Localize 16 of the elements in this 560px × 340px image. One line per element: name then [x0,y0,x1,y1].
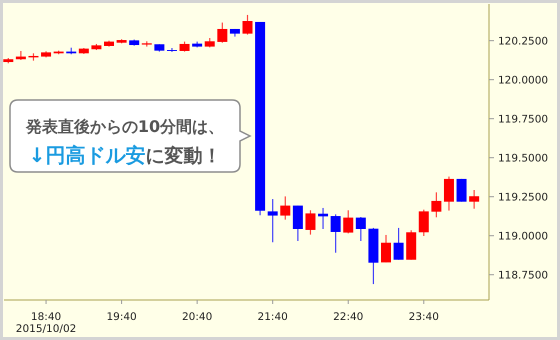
y-tick-label: 119.0000 [498,230,548,243]
x-tick-label: 19:40 [106,311,137,323]
y-tick-label: 120.0000 [498,74,548,87]
y-tick-label: 119.2500 [498,192,548,204]
x-tick-label: 22:40 [333,311,364,323]
x-tick-label: 23:40 [408,311,439,323]
annotation: ↓円高ドル安 [28,143,146,167]
x-tick-label: 18:40 2015/10/02 [16,311,76,335]
y-tick-label: 118.7500 [498,270,548,282]
annotation: に変動！ [145,145,222,167]
y-tick-label: 119.7500 [498,114,548,126]
y-tick-label: 120.2500 [498,36,548,48]
x-tick-label: 20:40 [182,311,212,323]
annotation: 発表直後からの10分間は、 [24,117,224,136]
y-tick-label: 119.5000 [498,152,548,165]
x-tick-label: 21:40 [258,311,288,323]
